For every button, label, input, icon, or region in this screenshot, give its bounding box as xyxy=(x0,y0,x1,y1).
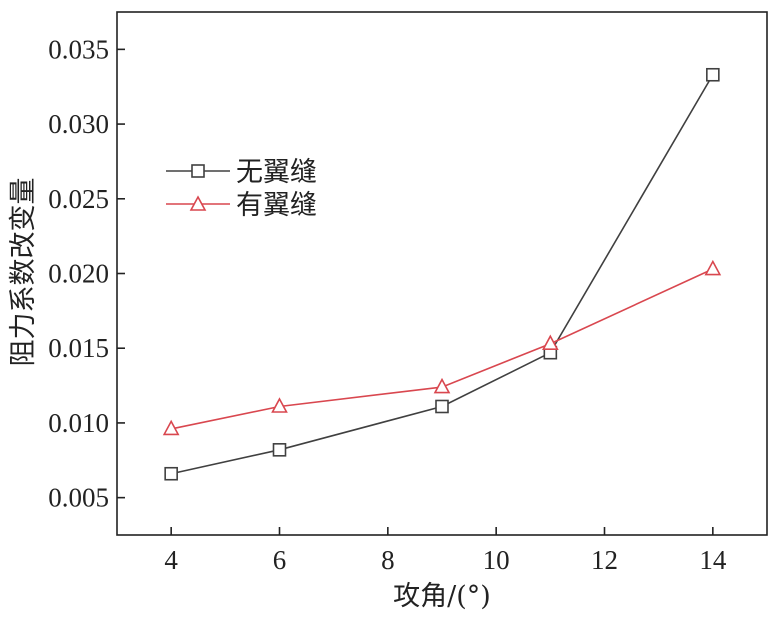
x-axis-title: 攻角/(°) xyxy=(393,581,491,612)
data-point-triangle xyxy=(433,377,451,394)
data-point-triangle xyxy=(541,334,559,351)
data-point-triangle xyxy=(271,397,288,413)
x-tick-label: 8 xyxy=(381,545,395,575)
x-tick-label: 4 xyxy=(164,545,178,575)
plot-frame xyxy=(116,11,768,536)
y-axis-title: 阻力系数改变量 xyxy=(8,178,39,367)
x-tick-label: 12 xyxy=(591,545,618,575)
legend-label-series-1: 无翼缝 xyxy=(236,157,317,188)
y-axis: 0.005 0.010 0.015 0.020 0.025 0.030 0.035 xyxy=(48,34,125,513)
x-tick-label: 6 xyxy=(273,545,287,575)
data-point-triangle xyxy=(704,259,722,276)
y-tick-label: 0.010 xyxy=(48,408,109,438)
legend-label-series-2: 有翼缝 xyxy=(236,190,317,221)
y-tick-label: 0.015 xyxy=(48,333,109,363)
data-point-square xyxy=(164,466,178,481)
y-tick-label: 0.005 xyxy=(48,483,109,513)
x-tick-label: 14 xyxy=(699,545,727,575)
series-layer xyxy=(162,67,722,481)
data-point-square xyxy=(706,67,720,82)
x-axis: 4 6 8 10 12 14 xyxy=(164,527,727,575)
y-tick-label: 0.035 xyxy=(48,34,109,64)
x-tick-label: 10 xyxy=(483,545,510,575)
data-point-triangle xyxy=(162,419,180,436)
legend: 无翼缝 有翼缝 xyxy=(166,157,317,221)
y-tick-label: 0.025 xyxy=(48,184,109,214)
series-line-1 xyxy=(170,74,714,475)
y-tick-label: 0.020 xyxy=(48,259,109,289)
legend-marker-square xyxy=(191,164,205,178)
y-tick-label: 0.030 xyxy=(48,109,109,139)
data-point-square xyxy=(435,399,449,414)
legend-marker-triangle xyxy=(189,195,207,211)
data-point-square xyxy=(272,443,287,457)
